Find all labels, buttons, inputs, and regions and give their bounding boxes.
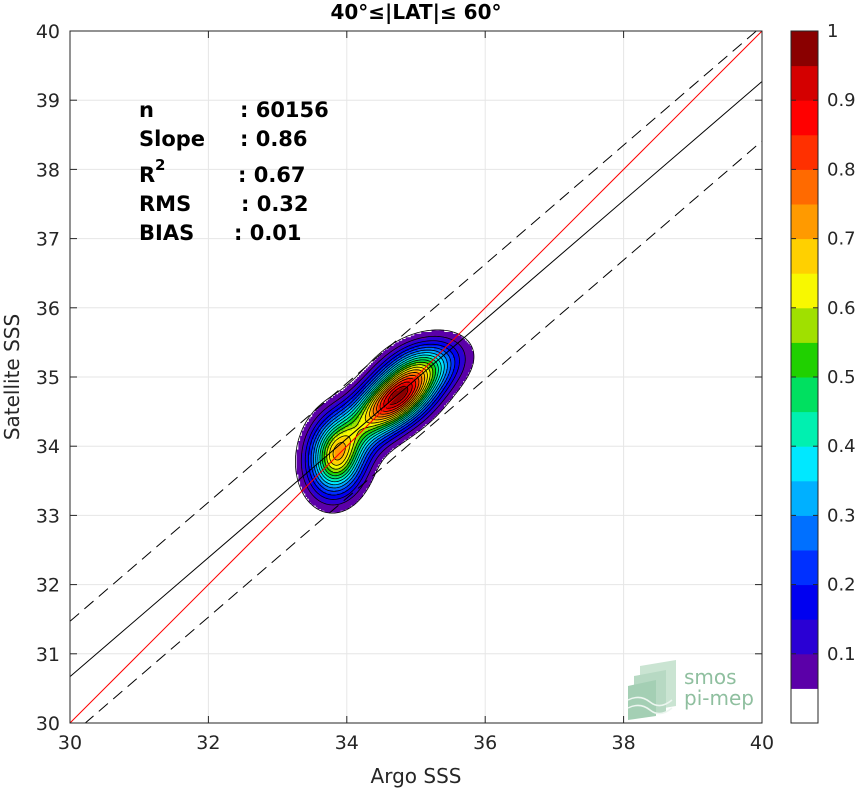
colorbar-tick-label: 0.6 bbox=[827, 298, 856, 319]
colorbar-segment bbox=[791, 273, 818, 309]
stat-rms-label: RMS bbox=[139, 192, 191, 216]
stat-rms-value: : 0.32 bbox=[241, 192, 309, 216]
identity-line bbox=[70, 31, 762, 723]
colorbar-segment bbox=[791, 100, 818, 136]
colorbar-segment bbox=[791, 584, 818, 620]
contour-line bbox=[326, 364, 431, 470]
x-axis-label: Argo SSS bbox=[371, 764, 462, 788]
grid-lines bbox=[69, 30, 763, 724]
density-contours bbox=[295, 329, 475, 514]
contour-line bbox=[304, 340, 460, 500]
regression-line bbox=[70, 81, 762, 678]
lower-bound-line bbox=[84, 140, 762, 723]
colorbar-tick-label: 0.9 bbox=[827, 90, 856, 111]
y-tick-label: 37 bbox=[36, 229, 60, 251]
colorbar-segment bbox=[791, 204, 818, 240]
logo-text-line2: pi-mep bbox=[684, 686, 754, 710]
colorbar-segment bbox=[791, 342, 818, 378]
smos-pi-mep-logo: smos pi-mep bbox=[627, 660, 754, 720]
stats-box: n : 60156 Slope : 0.86 R 2 : 0.67 RMS : … bbox=[139, 98, 329, 245]
y-tick-label: 33 bbox=[36, 505, 60, 527]
stat-bias-label: BIAS bbox=[139, 221, 194, 245]
colorbar-segment bbox=[791, 480, 818, 516]
chart-title: 40°≤|LAT|≤ 60° bbox=[330, 0, 501, 24]
colorbar-segment bbox=[791, 550, 818, 586]
axis-ticks: 30 32 34 36 38 40 30 31 32 33 34 35 36 37 38 39 40 bbox=[36, 21, 774, 754]
y-tick-label: 30 bbox=[36, 713, 60, 735]
stat-n-value: : 60156 bbox=[240, 98, 329, 122]
contour-line bbox=[328, 366, 428, 466]
colorbar-tick-label: 1 bbox=[827, 21, 838, 42]
colorbar-segment bbox=[791, 446, 818, 482]
colorbar-tick-label: 0.4 bbox=[827, 436, 856, 457]
colorbar-segment bbox=[791, 688, 818, 724]
contour-line bbox=[300, 335, 466, 506]
y-tick-label: 31 bbox=[36, 644, 60, 666]
stat-slope-label: Slope bbox=[139, 127, 205, 151]
upper-bound-line bbox=[70, 31, 758, 622]
contour-line bbox=[307, 343, 456, 496]
x-tick-label: 40 bbox=[750, 732, 774, 754]
stat-r2-label: R bbox=[139, 163, 155, 187]
stat-slope-value: : 0.86 bbox=[240, 127, 308, 151]
colorbar-segment bbox=[791, 515, 818, 551]
colorbar-segment bbox=[791, 377, 818, 413]
colorbar-segment bbox=[791, 169, 818, 205]
colorbar-segment bbox=[791, 31, 818, 67]
y-tick-label: 32 bbox=[36, 575, 60, 597]
colorbar-segment bbox=[791, 307, 818, 343]
x-tick-label: 32 bbox=[196, 732, 220, 754]
y-tick-label: 39 bbox=[36, 90, 60, 112]
colorbar-tick-label: 0.8 bbox=[827, 159, 856, 180]
colorbar-segment bbox=[791, 65, 818, 101]
contour-line bbox=[317, 354, 442, 483]
y-tick-label: 36 bbox=[36, 298, 60, 320]
contour-line bbox=[321, 359, 436, 477]
colorbar-tick-label: 0.1 bbox=[827, 644, 856, 665]
logo-text-line1: smos bbox=[684, 665, 737, 689]
x-tick-label: 36 bbox=[473, 732, 497, 754]
contour-line bbox=[379, 378, 417, 412]
x-tick-label: 38 bbox=[612, 732, 636, 754]
colorbar-tick-label: 0.7 bbox=[827, 229, 856, 250]
y-tick-label: 35 bbox=[36, 367, 60, 389]
colorbar-segment bbox=[791, 619, 818, 655]
stat-bias-value: : 0.01 bbox=[234, 221, 302, 245]
contour-line bbox=[310, 346, 452, 492]
colorbar-segment bbox=[791, 238, 818, 274]
colorbar-tick-label: 0.2 bbox=[827, 575, 856, 596]
stat-r2-value: : 0.67 bbox=[238, 163, 306, 187]
reference-lines bbox=[70, 31, 762, 723]
colorbar-tick-label: 0.5 bbox=[827, 367, 856, 388]
contour-line bbox=[315, 352, 445, 486]
contour-line bbox=[295, 329, 475, 514]
y-axis-label: Satellite SSS bbox=[0, 314, 24, 440]
density-band bbox=[390, 387, 408, 404]
x-tick-label: 34 bbox=[335, 732, 359, 754]
colorbar-segment bbox=[791, 653, 818, 689]
y-tick-label: 38 bbox=[36, 159, 60, 181]
y-tick-label: 40 bbox=[36, 21, 60, 43]
x-tick-label: 30 bbox=[58, 732, 82, 754]
colorbar-segment bbox=[791, 411, 818, 447]
colorbar bbox=[791, 31, 818, 724]
y-tick-label: 34 bbox=[36, 436, 60, 458]
stat-r2-superscript: 2 bbox=[155, 156, 165, 174]
colorbar-segment bbox=[791, 134, 818, 170]
colorbar-ticks: 0.1 0.2 0.3 0.4 0.5 0.6 0.7 0.8 0.9 1 bbox=[791, 21, 856, 665]
contour-line bbox=[313, 349, 448, 489]
logo-emblem-icon bbox=[627, 660, 676, 720]
contour-line bbox=[319, 357, 439, 480]
colorbar-tick-label: 0.3 bbox=[827, 505, 856, 526]
stat-n-label: n bbox=[139, 98, 154, 122]
